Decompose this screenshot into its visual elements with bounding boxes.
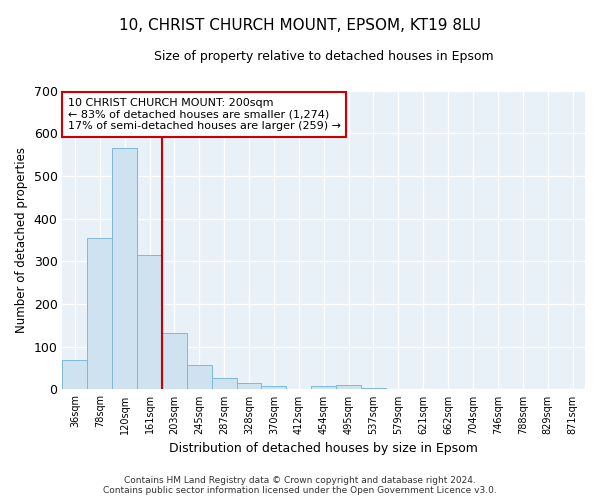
Bar: [137, 255, 162, 390]
Bar: [162, 333, 187, 390]
Bar: [212, 378, 236, 390]
Bar: [236, 384, 262, 390]
Bar: [262, 386, 286, 390]
X-axis label: Distribution of detached houses by size in Epsom: Distribution of detached houses by size …: [169, 442, 478, 455]
Bar: [361, 388, 386, 390]
Bar: [112, 148, 137, 390]
Y-axis label: Number of detached properties: Number of detached properties: [15, 147, 28, 333]
Bar: [311, 386, 336, 390]
Bar: [187, 365, 212, 390]
Title: Size of property relative to detached houses in Epsom: Size of property relative to detached ho…: [154, 50, 494, 63]
Text: 10, CHRIST CHURCH MOUNT, EPSOM, KT19 8LU: 10, CHRIST CHURCH MOUNT, EPSOM, KT19 8LU: [119, 18, 481, 32]
Text: 10 CHRIST CHURCH MOUNT: 200sqm
← 83% of detached houses are smaller (1,274)
17% : 10 CHRIST CHURCH MOUNT: 200sqm ← 83% of …: [68, 98, 341, 131]
Bar: [336, 385, 361, 390]
Bar: [88, 238, 112, 390]
Text: Contains HM Land Registry data © Crown copyright and database right 2024.
Contai: Contains HM Land Registry data © Crown c…: [103, 476, 497, 495]
Bar: [62, 360, 88, 390]
